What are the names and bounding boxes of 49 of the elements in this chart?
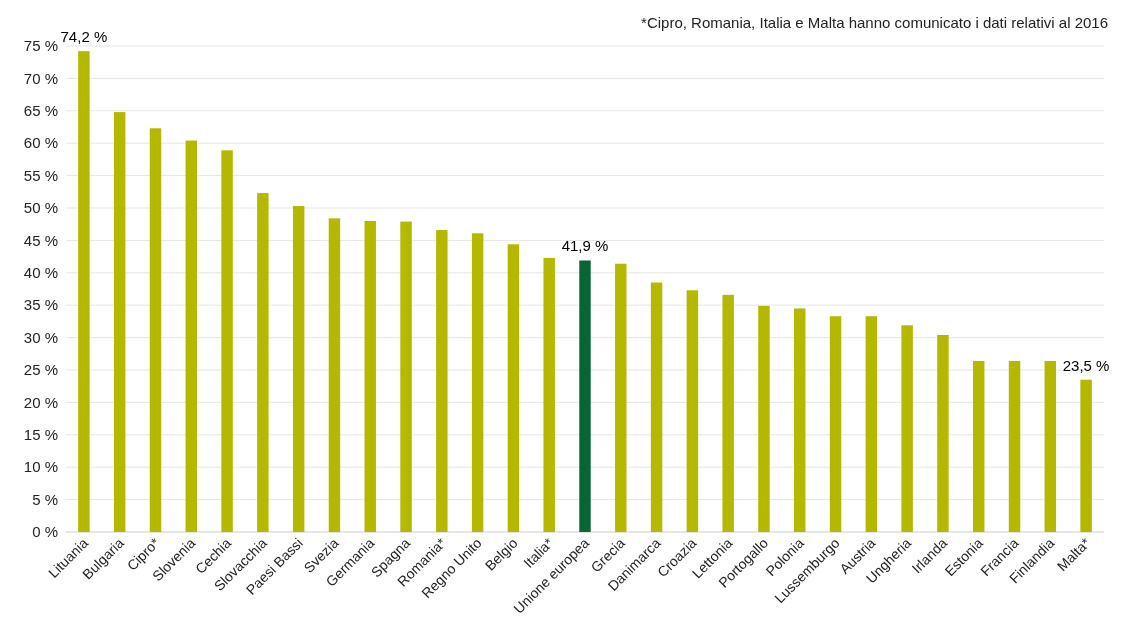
y-tick-label: 45 % [23,231,58,249]
bar [829,316,842,532]
y-tick-label: 55 % [23,166,58,184]
y-tick-label: 5 % [32,490,58,508]
y-tick-label: 70 % [23,69,58,87]
y-tick-label: 75 % [23,37,58,55]
bar [328,218,341,532]
bar [937,335,949,532]
bar [400,221,412,532]
bar [1080,379,1092,532]
bar [650,282,663,532]
bar [364,220,376,532]
bar [579,260,591,532]
y-tick-label: 35 % [23,296,58,314]
bar [257,193,269,532]
y-tick-label: 10 % [23,458,58,476]
bar [221,150,233,532]
y-tick-label: 50 % [23,199,58,217]
bar [901,325,913,532]
bar [758,305,770,532]
data-label: 41,9 % [561,237,609,255]
data-label: 74,2 % [60,28,108,46]
bar [471,233,484,532]
bar [615,263,627,532]
bar [543,257,555,532]
data-label: 23,5 % [1062,356,1110,374]
text: *Cipro, Romania, Italia e Malta hanno comunicato i dati relativi al 2016 [641,14,1108,31]
bar [436,230,448,532]
bar [149,128,162,532]
bar [973,360,985,532]
bar [185,140,197,532]
y-tick-label: 30 % [23,328,58,346]
bar [292,206,305,532]
y-tick-label: 20 % [23,393,58,411]
y-tick-label: 25 % [23,361,58,379]
y-tick-label: 15 % [23,426,58,444]
bar [113,112,126,532]
bar [686,290,699,532]
bar [507,244,520,532]
bar [865,316,878,532]
bar [1008,360,1021,532]
y-tick-label: 65 % [23,102,58,120]
y-tick-label: 0 % [32,523,58,541]
y-tick-label: 40 % [23,264,58,282]
y-tick-label: 60 % [23,134,58,152]
bar [794,308,806,532]
bar [78,51,90,532]
bar [722,294,734,532]
bar [1044,360,1057,532]
